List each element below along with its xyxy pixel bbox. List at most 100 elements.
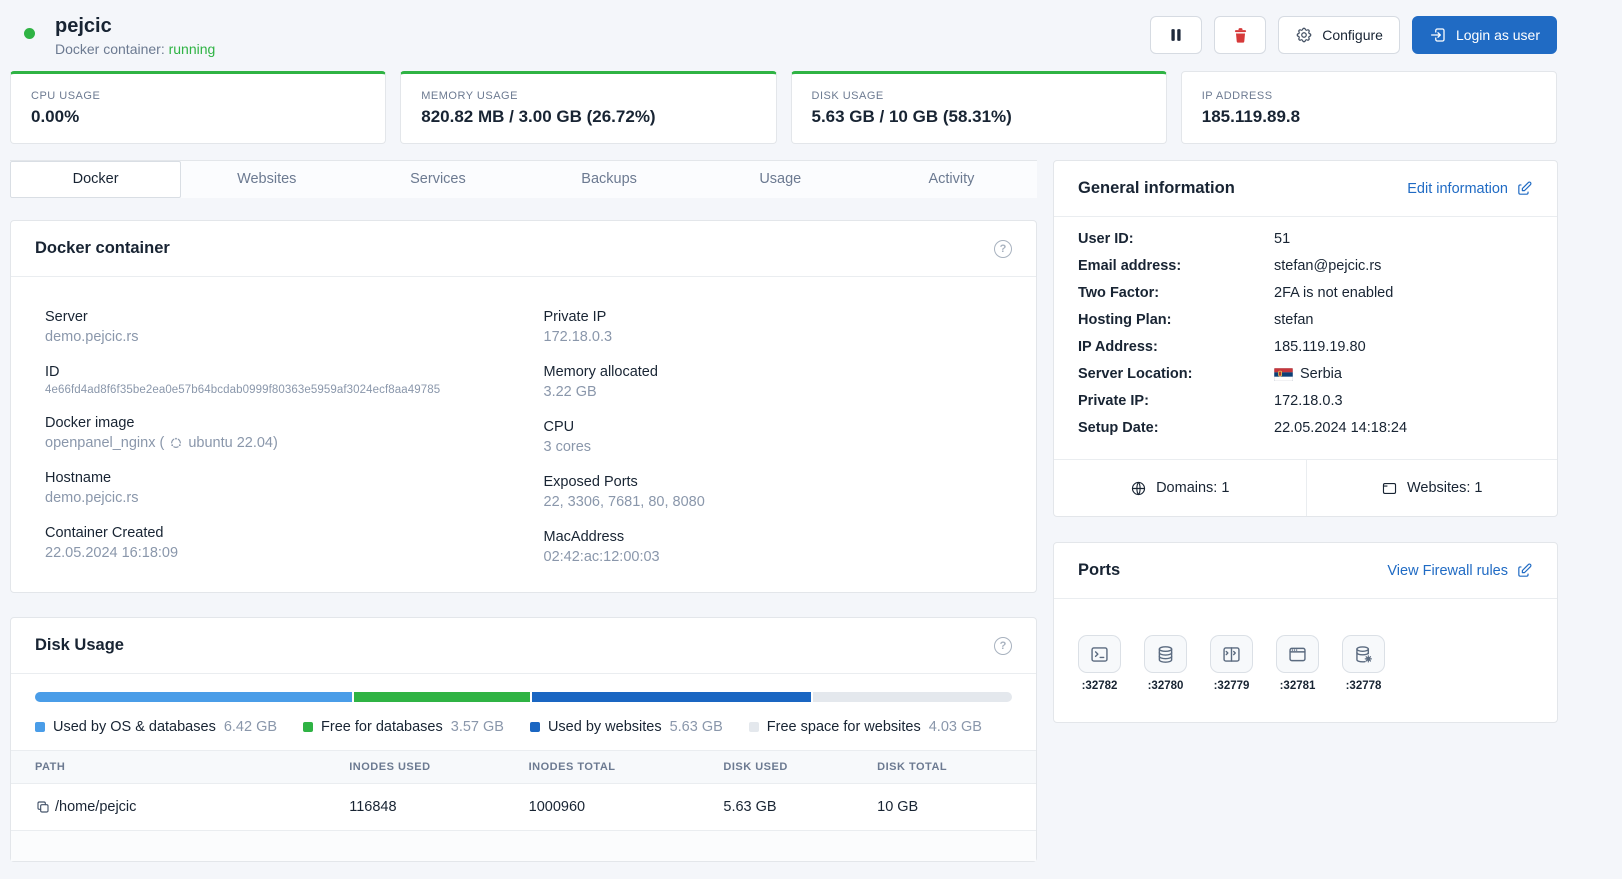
help-icon[interactable]: ? — [994, 636, 1012, 655]
disk-legend: Used by OS & databases 6.42 GB Free for … — [35, 719, 1012, 735]
docker-card-header: Docker container ? — [11, 221, 1036, 277]
trash-icon — [1231, 26, 1250, 45]
field-memory-allocated: Memory allocated 3.22 GB — [543, 364, 658, 400]
stat-label: MEMORY USAGE — [421, 90, 518, 102]
field-mac-address: MacAddress 02:42:ac:12:00:03 — [543, 529, 660, 565]
legend-swatch — [748, 722, 759, 732]
hosting-plan-link[interactable]: stefan — [1274, 312, 1314, 328]
field-container-created: Container Created 22.05.2024 16:18:09 — [45, 525, 179, 561]
gear-icon — [1295, 26, 1313, 44]
database-gear-icon — [1342, 635, 1385, 673]
tab-docker[interactable]: Docker — [10, 161, 182, 198]
login-as-user-label: Login as user — [1455, 27, 1540, 43]
inodes-used-value: 116848 — [349, 783, 529, 831]
path-value: /home/pejcic — [55, 799, 137, 815]
col-path: PATH — [11, 750, 350, 784]
configure-button[interactable]: Configure — [1278, 16, 1400, 54]
port-item-terminal-split[interactable]: :32779 — [1210, 635, 1253, 692]
tab-services[interactable]: Services — [410, 171, 466, 187]
port-number: :32781 — [1279, 680, 1316, 692]
port-item-app-window[interactable]: :32781 — [1276, 635, 1319, 692]
login-icon — [1429, 26, 1447, 44]
port-item-database-gear[interactable]: :32778 — [1342, 635, 1385, 692]
ports-card-header: Ports View Firewall rules — [1054, 543, 1557, 599]
pause-container-button[interactable] — [1150, 16, 1203, 54]
edit-icon — [1516, 180, 1533, 197]
port-item-database[interactable]: :32780 — [1144, 635, 1187, 692]
field-server: Server demo.pejcic.rs — [45, 309, 139, 345]
col-inodes-total: INODES TOTAL — [528, 750, 724, 784]
legend-free-db: Free for databases 3.57 GB — [303, 719, 504, 735]
legend-used-websites: Used by websites 5.63 GB — [529, 719, 723, 735]
stat-card-ip: IP ADDRESS 185.119.89.8 — [1180, 71, 1557, 144]
field-cpu: CPU 3 cores — [543, 419, 592, 455]
main-content: Docker Websites Services Backups Usage A… — [10, 160, 1622, 862]
path-cell: /home/pejcic — [35, 799, 349, 815]
info-row-user-id: User ID: 51 — [1078, 231, 1291, 247]
page-title: pejcic — [55, 15, 112, 37]
terminal-split-icon — [1210, 635, 1253, 673]
copy-icon[interactable] — [35, 799, 51, 815]
stat-value: 185.119.89.8 — [1201, 107, 1301, 126]
view-firewall-rules-link[interactable]: View Firewall rules — [1387, 562, 1533, 579]
field-private-ip: Private IP 172.18.0.3 — [543, 309, 613, 345]
disk-card-title: Disk Usage — [35, 636, 124, 654]
general-info-rows: User ID: 51 Email address: stefan@pejcic… — [1054, 217, 1557, 451]
disk-usage-card: Disk Usage ? Used by OS & databases 6.42… — [10, 617, 1037, 862]
disk-total-value: 10 GB — [877, 783, 1036, 831]
info-row-setup-date: Setup Date: 22.05.2024 14:18:24 — [1078, 420, 1408, 436]
container-status-label: Docker container: — [55, 41, 165, 57]
ubuntu-icon — [169, 436, 183, 450]
general-information-card: General information Edit information Use… — [1053, 160, 1558, 517]
general-card-header: General information Edit information — [1054, 161, 1557, 217]
stat-label: IP ADDRESS — [1201, 90, 1273, 102]
disk-card-body: Used by OS & databases 6.42 GB Free for … — [11, 674, 1036, 861]
stat-card-cpu: CPU USAGE 0.00% — [10, 71, 387, 144]
legend-swatch — [529, 722, 540, 732]
port-number: :32780 — [1147, 680, 1184, 692]
docker-card-title: Docker container — [35, 239, 170, 257]
stat-value: 0.00% — [31, 107, 80, 126]
tab-websites[interactable]: Websites — [237, 171, 297, 187]
left-column: Docker Websites Services Backups Usage A… — [10, 160, 1037, 862]
port-item-terminal[interactable]: :32782 — [1078, 635, 1121, 692]
configure-label: Configure — [1322, 27, 1383, 43]
port-number: :32779 — [1213, 680, 1250, 692]
inodes-total-value: 1000960 — [528, 783, 724, 831]
docker-fields-right: Private IP 172.18.0.3 Memory allocated 3… — [544, 309, 1013, 584]
edit-information-link[interactable]: Edit information — [1407, 180, 1533, 197]
stat-card-memory: MEMORY USAGE 820.82 MB / 3.00 GB (26.72%… — [400, 71, 777, 144]
disk-used-value: 5.63 GB — [723, 783, 878, 831]
login-as-user-button[interactable]: Login as user — [1411, 16, 1557, 54]
tab-activity[interactable]: Activity — [928, 171, 975, 187]
tab-usage[interactable]: Usage — [759, 171, 802, 187]
app-window-icon — [1276, 635, 1319, 673]
delete-container-button[interactable] — [1214, 16, 1267, 54]
stat-value: 5.63 GB / 10 GB (58.31%) — [811, 107, 1012, 126]
legend-free-websites: Free space for websites 4.03 GB — [748, 719, 982, 735]
port-number: :32778 — [1345, 680, 1382, 692]
database-icon — [1144, 635, 1187, 673]
websites-count-label: Websites: 1 — [1407, 480, 1483, 496]
help-icon[interactable]: ? — [994, 239, 1012, 258]
tab-backups[interactable]: Backups — [581, 171, 637, 187]
general-card-title: General information — [1078, 179, 1235, 197]
container-status-value: running — [168, 41, 216, 57]
websites-count[interactable]: Websites: 1 — [1305, 460, 1558, 516]
field-container-id: ID 4e66fd4ad8f6f35be2ea0e57b64bcdab0999f… — [45, 364, 441, 396]
stat-label: DISK USAGE — [811, 90, 884, 102]
info-row-private-ip: Private IP: 172.18.0.3 — [1078, 393, 1343, 409]
globe-www-icon — [1130, 480, 1147, 497]
stat-value: 820.82 MB / 3.00 GB (26.72%) — [421, 107, 656, 126]
disk-usage-bar — [35, 692, 1012, 702]
ports-card-title: Ports — [1078, 561, 1121, 579]
domains-count[interactable]: Domains: 1 — [1054, 460, 1306, 516]
pause-icon — [1166, 25, 1186, 45]
browser-window-icon — [1381, 480, 1398, 497]
disk-table-footer — [11, 831, 1036, 861]
disk-table: PATH INODES USED INODES TOTAL DISK USED … — [11, 750, 1036, 831]
info-row-ip-address: IP Address: 185.119.19.80 — [1078, 339, 1366, 355]
col-inodes-used: INODES USED — [349, 750, 529, 784]
docker-card-body: Server demo.pejcic.rs ID 4e66fd4ad8f6f35… — [11, 277, 1036, 592]
port-number: :32782 — [1081, 680, 1118, 692]
